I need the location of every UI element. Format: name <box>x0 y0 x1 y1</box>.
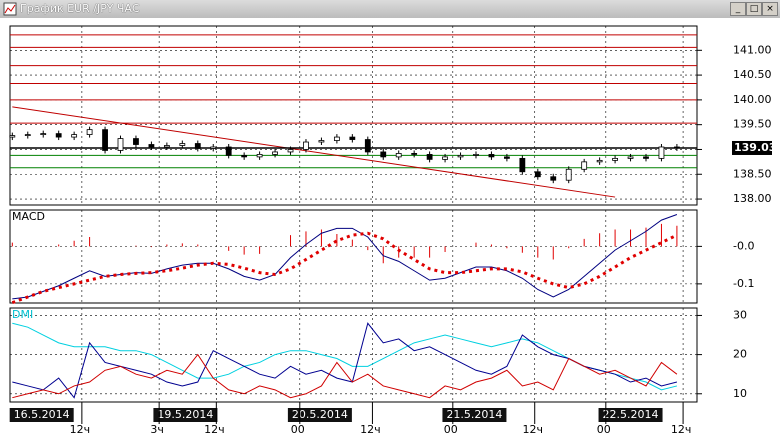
candle-body <box>426 154 433 160</box>
candle-body <box>71 134 78 138</box>
date-label: 19.5.2014 <box>157 408 213 421</box>
x-tick-label: 12ч <box>671 423 692 435</box>
panel-frame <box>9 25 698 206</box>
candle-body <box>24 134 31 136</box>
candle-body <box>380 151 387 158</box>
candle-body <box>163 145 170 148</box>
candle-body <box>411 153 418 155</box>
candle-body <box>117 138 124 151</box>
data-line <box>12 353 678 399</box>
minimize-button[interactable]: _ <box>730 2 746 16</box>
candle-body <box>364 139 371 153</box>
panel-title: MACD <box>12 210 45 223</box>
y-tick-label: 141.00 <box>733 43 772 56</box>
y-tick-label: 30 <box>733 308 747 321</box>
candle-body <box>55 133 62 138</box>
candle-body <box>674 146 680 149</box>
candle-body <box>225 146 232 156</box>
candle-body <box>457 155 464 158</box>
last-price-box <box>732 140 772 155</box>
date-box <box>9 408 74 422</box>
x-tick-label: 12ч <box>360 423 381 435</box>
x-tick-label: 12ч <box>204 423 225 435</box>
y-tick-label: -0.0 <box>733 239 754 252</box>
candle-body <box>473 154 479 156</box>
y-tick-label: 140.00 <box>733 93 772 106</box>
candle-body <box>256 154 263 158</box>
chart: 138.00138.50139.00139.50140.00140.50141.… <box>0 18 780 435</box>
candle-body <box>442 156 448 160</box>
candle-body <box>503 156 510 159</box>
y-tick-label: -0.1 <box>733 277 754 290</box>
data-line <box>12 322 678 391</box>
date-label: 21.5.2014 <box>446 408 502 421</box>
x-tick-label: 00 <box>597 423 611 435</box>
y-tick-label: 10 <box>733 387 747 400</box>
candle-body <box>643 156 649 159</box>
candle-body <box>210 146 217 149</box>
signal-line <box>11 231 678 305</box>
candle-body <box>581 161 588 170</box>
candle-body <box>519 157 526 173</box>
candle-body <box>395 153 402 158</box>
x-tick-label: 00 <box>444 423 458 435</box>
candle-body <box>194 143 201 149</box>
candle-body <box>488 154 495 158</box>
candle-body <box>86 129 93 135</box>
date-box <box>442 408 507 422</box>
candle-body <box>241 155 248 158</box>
app-icon <box>3 2 17 16</box>
candle-body <box>333 136 340 141</box>
candle-body <box>133 138 139 145</box>
y-tick-label: 138.50 <box>733 167 772 180</box>
candle-body <box>596 159 603 163</box>
x-tick-label: 12ч <box>70 423 91 435</box>
close-button[interactable]: × <box>762 2 778 16</box>
title-bar: График EUR /JPY ЧАС _ □ × <box>0 0 780 18</box>
candle-body <box>303 141 309 150</box>
window-title: График EUR /JPY ЧАС <box>20 2 140 15</box>
date-label: 20.5.2014 <box>292 408 348 421</box>
candle-body <box>550 176 557 181</box>
candle-body <box>272 151 278 155</box>
candle-body <box>179 143 186 146</box>
candle-body <box>612 157 618 161</box>
candle-body <box>9 135 16 138</box>
candle-body <box>658 146 665 159</box>
y-tick-label: 139.50 <box>733 118 772 131</box>
candle-body <box>349 136 356 140</box>
panel-title: DMI <box>12 308 33 321</box>
candle-body <box>627 156 634 159</box>
last-price-label: 139.03 <box>734 141 776 154</box>
x-tick-label: 00 <box>291 423 305 435</box>
date-box <box>287 408 352 422</box>
chart-background <box>0 18 780 435</box>
y-tick-label: 138.00 <box>733 192 772 205</box>
date-label: 16.5.2014 <box>14 408 70 421</box>
date-label: 22.5.2014 <box>603 408 659 421</box>
maximize-button[interactable]: □ <box>746 2 762 16</box>
date-box <box>598 408 663 422</box>
candle-body <box>148 144 155 148</box>
trend-line <box>12 106 616 198</box>
candle-body <box>534 171 541 178</box>
candle-body <box>102 129 108 151</box>
candle-body <box>287 149 294 153</box>
candle-body <box>40 133 47 135</box>
x-tick-label: 12ч <box>522 423 543 435</box>
data-line <box>12 322 678 399</box>
y-tick-label: 140.50 <box>733 68 772 81</box>
candle-body <box>318 140 325 143</box>
panel-frame <box>9 209 698 304</box>
date-box <box>153 408 218 422</box>
x-tick-label: 3ч <box>150 423 164 435</box>
candle-body <box>565 168 572 181</box>
y-tick-label: 20 <box>733 348 747 361</box>
